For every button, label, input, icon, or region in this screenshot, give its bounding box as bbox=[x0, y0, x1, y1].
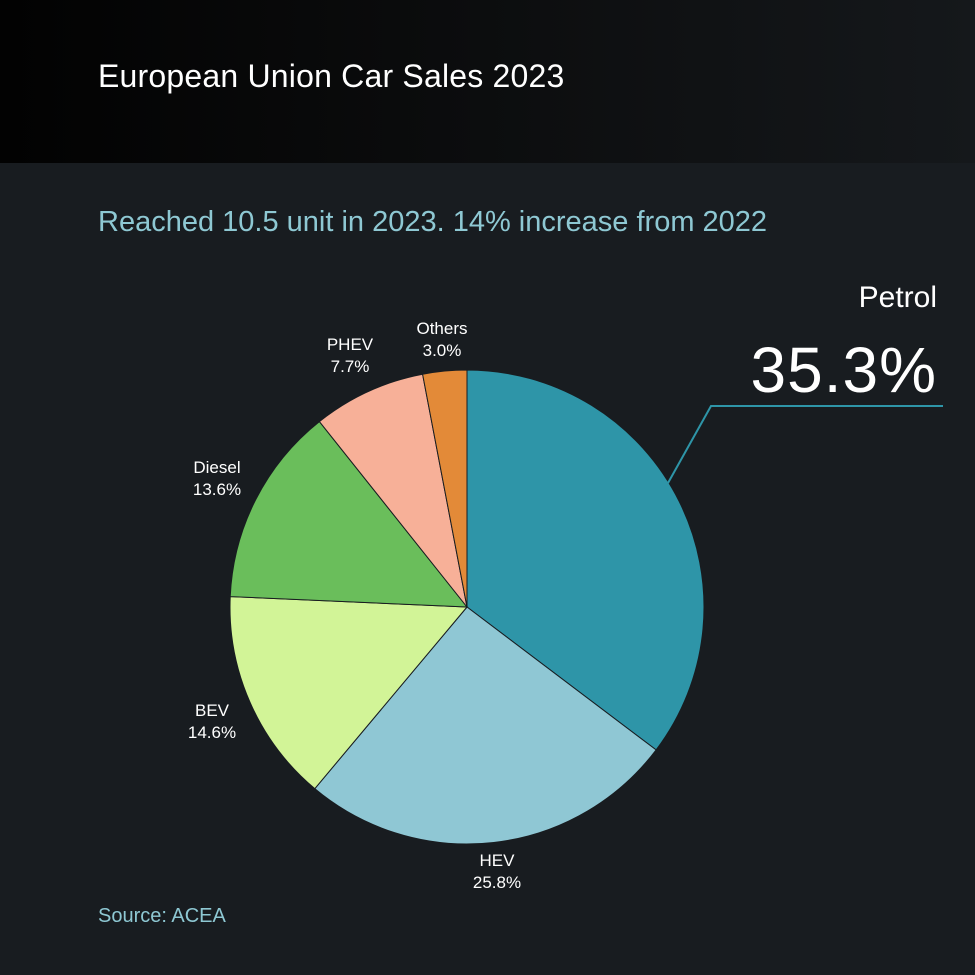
header-band: European Union Car Sales 2023 bbox=[0, 0, 975, 163]
pie-slice-others bbox=[422, 369, 468, 608]
slice-label-value: 13.6% bbox=[193, 480, 241, 499]
callout-percentage: 35.3% bbox=[750, 334, 937, 406]
chart-subtitle: Reached 10.5 unit in 2023. 14% increase … bbox=[98, 206, 768, 238]
slice-label-name: PHEV bbox=[327, 335, 374, 354]
callout-category: Petrol bbox=[858, 281, 937, 314]
pie-slice-hev bbox=[314, 606, 657, 845]
slice-label-name: Others bbox=[416, 319, 467, 338]
source-note: Source: ACEA bbox=[98, 905, 226, 927]
pie-slice-phev bbox=[318, 373, 468, 608]
pie-slice-diesel bbox=[229, 420, 469, 608]
pie-slices bbox=[229, 369, 705, 845]
slice-label-others: Others 3.0% bbox=[416, 319, 467, 360]
slice-label-value: 3.0% bbox=[423, 341, 462, 360]
callout-leader-line bbox=[667, 405, 943, 484]
slice-label-hev: HEV 25.8% bbox=[473, 851, 521, 892]
slice-label-name: Diesel bbox=[193, 458, 240, 477]
slice-label-bev: BEV 14.6% bbox=[188, 701, 236, 742]
slice-label-value: 14.6% bbox=[188, 723, 236, 742]
slice-label-phev: PHEV 7.7% bbox=[327, 335, 374, 376]
pie-slice-petrol bbox=[466, 369, 705, 751]
chart-title: European Union Car Sales 2023 bbox=[98, 58, 565, 94]
slice-label-diesel: Diesel 13.6% bbox=[193, 458, 241, 499]
slice-label-value: 7.7% bbox=[331, 357, 370, 376]
pie-labels: HEV 25.8% BEV 14.6% Diesel 13.6% PHEV 7.7% Other… bbox=[188, 319, 521, 892]
slice-label-name: BEV bbox=[195, 701, 230, 720]
slice-label-value: 25.8% bbox=[473, 873, 521, 892]
pie-slice-bev bbox=[229, 596, 469, 790]
slice-label-name: HEV bbox=[480, 851, 516, 870]
